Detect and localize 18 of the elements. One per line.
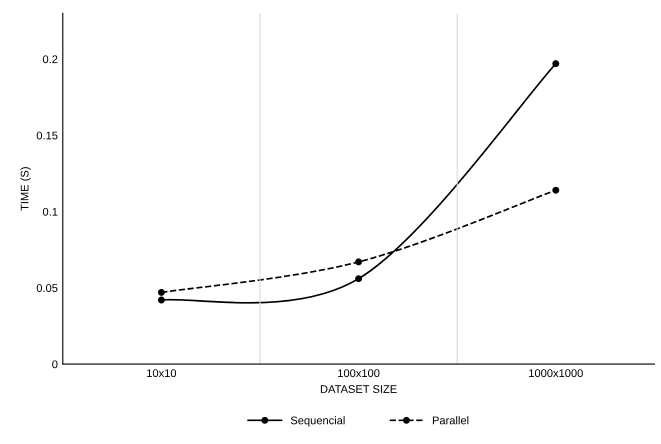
y-axis-title: TIME (S) [20, 167, 31, 211]
legend-label: Sequencial [290, 416, 345, 427]
y-tick-label: 0.15 [36, 132, 58, 140]
point [355, 275, 362, 282]
point [552, 60, 560, 68]
x-tick-label: 1000x1000 [529, 369, 583, 378]
legend-label: Parallel [432, 416, 468, 424]
x-tick-label: 10x10 [147, 369, 176, 378]
point [355, 258, 362, 266]
x-tick-label: 100x100 [338, 369, 380, 378]
point [158, 296, 165, 304]
point [158, 288, 165, 296]
y-tick-label: 0.1 [42, 208, 58, 216]
y-tick-label: 0 [52, 360, 58, 368]
point [552, 186, 560, 194]
y-tick-label: 0.2 [42, 55, 58, 64]
x-axis-title: DATASET SIZE [320, 385, 397, 394]
y-tick-label: 0.05 [36, 284, 58, 292]
